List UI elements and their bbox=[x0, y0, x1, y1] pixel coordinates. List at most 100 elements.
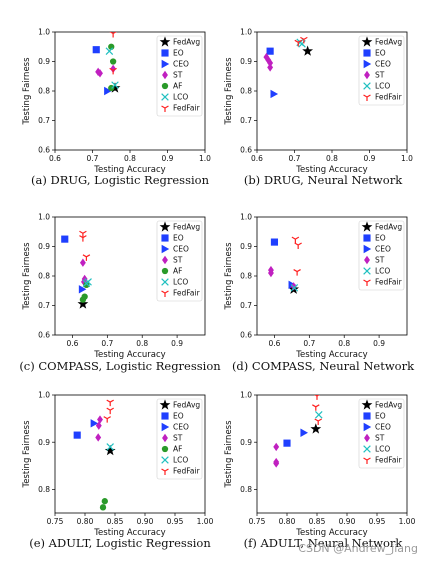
point-fedfair bbox=[300, 36, 308, 44]
point-eo bbox=[266, 47, 274, 55]
subplot-caption: (f) ADULT, Neural Network bbox=[244, 536, 404, 550]
point-st bbox=[273, 459, 280, 468]
y-tick-label: 0.8 bbox=[240, 485, 252, 494]
legend-label: FedAvg bbox=[173, 223, 200, 232]
legend-label: ST bbox=[375, 256, 385, 265]
legend-label: ST bbox=[173, 434, 183, 443]
y-tick-label: 0.6 bbox=[240, 146, 252, 155]
x-axis-label: Testing Accuracy bbox=[93, 350, 165, 360]
legend: FedAvg EO CEO ST LCO FedFair bbox=[358, 398, 405, 469]
subplot-d: 0.6 0.7 0.8 0.9 0.6 0.7 0.8 0.9 1.0 Testing Accur… bbox=[224, 213, 415, 373]
point-fedfair bbox=[291, 236, 300, 244]
y-tick-label: 1.0 bbox=[38, 391, 50, 400]
legend-marker-eo bbox=[161, 49, 169, 57]
legend-label: EO bbox=[173, 49, 184, 58]
point-st bbox=[95, 433, 102, 442]
x-tick-label: 0.90 bbox=[137, 517, 154, 526]
plot-frame bbox=[54, 394, 206, 514]
legend-label: FedFair bbox=[173, 104, 201, 113]
data-points bbox=[92, 32, 121, 96]
y-axis-label: Testing Fairness bbox=[22, 242, 32, 311]
x-tick-label: 0.8 bbox=[136, 339, 148, 348]
point-fedfair bbox=[294, 39, 303, 47]
x-tick-label: 0.85 bbox=[309, 517, 326, 526]
x-tick-label: 1.00 bbox=[197, 517, 214, 526]
x-tick-label: 0.90 bbox=[339, 517, 356, 526]
legend-label: AF bbox=[173, 445, 182, 454]
legend-marker-lco bbox=[363, 445, 371, 453]
point-lco bbox=[105, 47, 114, 55]
legend-marker-fedfair bbox=[161, 290, 169, 297]
point-fedfair bbox=[106, 407, 114, 415]
y-tick-label: 0.8 bbox=[240, 87, 252, 96]
point-af bbox=[101, 498, 108, 505]
point-st bbox=[273, 442, 280, 452]
y-axis-label: Testing Fairness bbox=[22, 57, 32, 126]
data-points bbox=[73, 399, 116, 511]
x-tick-label: 1.00 bbox=[399, 517, 416, 526]
plot-frame bbox=[256, 394, 408, 514]
y-tick-label: 1.0 bbox=[38, 213, 50, 222]
legend-marker-fedfair bbox=[363, 279, 371, 286]
x-tick-label: 0.8 bbox=[326, 154, 338, 163]
legend-marker-lco bbox=[363, 267, 371, 275]
point-af bbox=[83, 281, 90, 288]
y-tick-label: 0.7 bbox=[240, 301, 252, 310]
legend-label: FedAvg bbox=[375, 401, 402, 410]
x-tick-label: 0.95 bbox=[369, 517, 386, 526]
x-tick-label: 0.9 bbox=[162, 154, 174, 163]
y-tick-label: 1.0 bbox=[240, 28, 252, 37]
y-tick-label: 0.7 bbox=[38, 116, 50, 125]
x-tick-label: 0.7 bbox=[289, 154, 301, 163]
x-tick-label: 0.7 bbox=[87, 154, 99, 163]
legend-label: CEO bbox=[173, 245, 189, 254]
legend-label: ST bbox=[375, 71, 385, 80]
legend-label: CEO bbox=[173, 60, 189, 69]
legend-label: CEO bbox=[375, 423, 391, 432]
x-tick-label: 0.85 bbox=[107, 517, 124, 526]
legend-label: LCO bbox=[173, 456, 188, 465]
legend-marker-fedavg bbox=[159, 36, 171, 47]
legend-label: LCO bbox=[375, 267, 390, 276]
x-tick-label: 0.95 bbox=[167, 517, 184, 526]
legend-marker-eo bbox=[363, 234, 371, 242]
point-st bbox=[110, 64, 117, 74]
point-st bbox=[95, 421, 102, 430]
legend-marker-af bbox=[161, 445, 169, 453]
legend-label: CEO bbox=[173, 423, 189, 432]
legend-label: FedAvg bbox=[173, 401, 200, 410]
point-fedfair bbox=[82, 254, 91, 261]
legend-marker-ceo bbox=[363, 59, 372, 69]
x-tick-label: 0.6 bbox=[49, 154, 61, 163]
data-points bbox=[61, 230, 92, 309]
y-axis-label: Testing Fairness bbox=[224, 57, 234, 126]
y-axis-label: Testing Fairness bbox=[224, 420, 234, 489]
x-tick-label: 0.8 bbox=[338, 339, 350, 348]
x-tick-label: 0.7 bbox=[303, 339, 315, 348]
x-tick-label: 0.9 bbox=[373, 339, 385, 348]
x-axis-label: Testing Accuracy bbox=[93, 165, 165, 175]
point-ceo bbox=[78, 285, 87, 294]
point-lco bbox=[290, 284, 299, 292]
x-tick-label: 0.80 bbox=[77, 517, 94, 526]
legend-marker-fedavg bbox=[361, 36, 373, 47]
subplot-caption: (b) DRUG, Neural Network bbox=[244, 173, 403, 187]
legend-label: EO bbox=[173, 412, 184, 421]
legend-marker-fedfair bbox=[363, 94, 371, 101]
x-tick-label: 0.75 bbox=[249, 517, 266, 526]
watermark: CSDN @Andrew_jiang bbox=[298, 542, 418, 555]
legend: FedAvg EO CEO ST AF LCO FedFair bbox=[156, 398, 203, 480]
subplot-caption: (c) COMPASS, Logistic Regression bbox=[19, 359, 221, 373]
legend-marker-ceo bbox=[363, 422, 372, 432]
legend-marker-st bbox=[162, 433, 168, 443]
legend-label: ST bbox=[173, 256, 183, 265]
point-fedfair bbox=[294, 242, 302, 250]
legend-marker-st bbox=[364, 70, 370, 80]
point-fedavg bbox=[77, 298, 89, 309]
legend-label: CEO bbox=[375, 60, 391, 69]
point-fedfair bbox=[103, 416, 111, 423]
point-af bbox=[99, 504, 107, 511]
legend-marker-fedfair bbox=[161, 105, 169, 112]
legend-marker-lco bbox=[161, 278, 169, 286]
